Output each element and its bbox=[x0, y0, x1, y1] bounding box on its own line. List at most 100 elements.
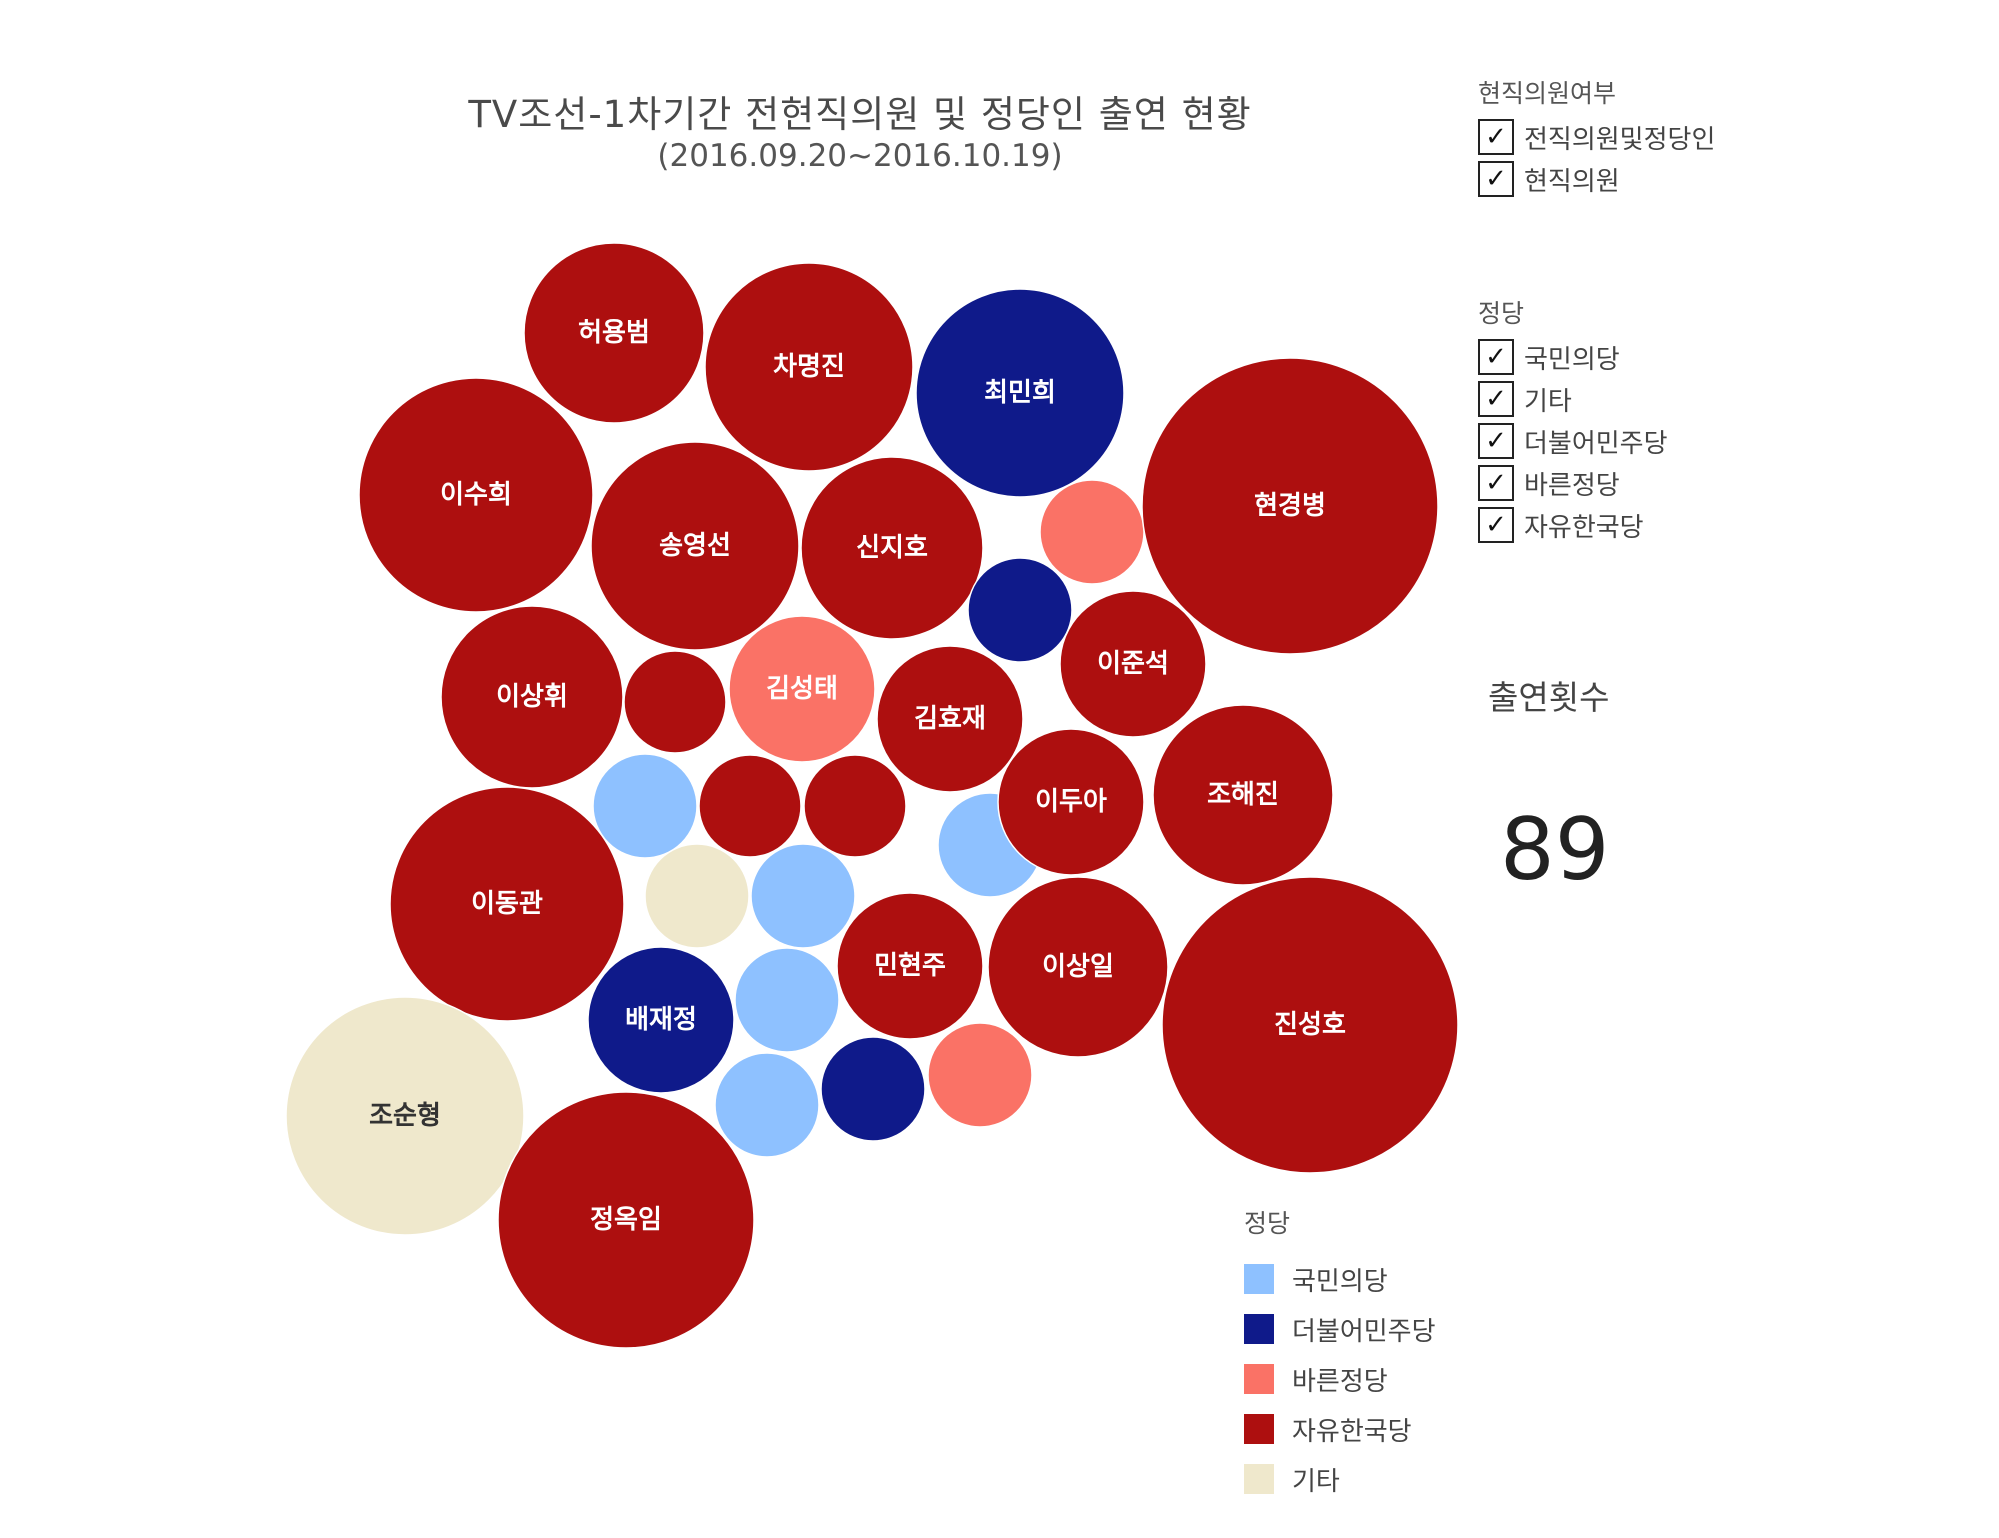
legend-swatch-people bbox=[1244, 1264, 1274, 1294]
chart-title: TV조선-1차기간 전현직의원 및 정당인 출연 현황 bbox=[468, 93, 1252, 136]
bubble-circle[interactable] bbox=[836, 892, 984, 1040]
bubble-circle[interactable] bbox=[592, 753, 698, 859]
checkbox-former[interactable]: ✓ bbox=[1478, 119, 1514, 155]
bubble-circle[interactable] bbox=[967, 557, 1073, 663]
bubble-21[interactable] bbox=[644, 843, 750, 949]
bubble-circle[interactable] bbox=[698, 754, 802, 858]
bubble-label: 현경병 bbox=[1254, 491, 1326, 521]
filter-item-liberty-korea[interactable]: ✓ 자유한국당 bbox=[1478, 504, 1668, 546]
bubble-김성태[interactable]: 김성태 bbox=[728, 615, 876, 763]
bubble-배재정[interactable]: 배재정 bbox=[587, 946, 735, 1094]
bubble-circle[interactable] bbox=[987, 876, 1169, 1058]
bubble-label: 조순형 bbox=[369, 1101, 441, 1131]
bubble-이두아[interactable]: 이두아 bbox=[997, 728, 1145, 876]
bubble-label: 정옥임 bbox=[590, 1205, 662, 1235]
bubble-label: 조해진 bbox=[1207, 780, 1279, 810]
bubble-circle[interactable] bbox=[285, 996, 525, 1236]
filter-item-current[interactable]: ✓ 현직의원 bbox=[1478, 158, 1715, 200]
filter-item-former[interactable]: ✓ 전직의원및정당인 bbox=[1478, 116, 1715, 158]
bubble-label: 배재정 bbox=[625, 1005, 697, 1035]
bubble-circle[interactable] bbox=[590, 441, 800, 651]
bubble-circle[interactable] bbox=[728, 615, 876, 763]
legend-swatch-liberty-korea bbox=[1244, 1414, 1274, 1444]
chart-subtitle: (2016.09.20~2016.10.19) bbox=[657, 138, 1063, 174]
bubble-label: 송영선 bbox=[659, 531, 731, 561]
bubble-조순형[interactable]: 조순형 bbox=[285, 996, 525, 1236]
bubble-6[interactable] bbox=[1039, 479, 1145, 585]
bubble-circle[interactable] bbox=[1141, 357, 1439, 655]
bubble-circle[interactable] bbox=[915, 288, 1125, 498]
bubble-8[interactable] bbox=[967, 557, 1073, 663]
filter-item-people[interactable]: ✓ 국민의당 bbox=[1478, 336, 1668, 378]
bubble-circle[interactable] bbox=[623, 650, 727, 754]
bubble-차명진[interactable]: 차명진 bbox=[704, 262, 914, 472]
bubble-14[interactable] bbox=[592, 753, 698, 859]
checkbox-liberty-korea[interactable]: ✓ bbox=[1478, 507, 1514, 543]
bubble-circle[interactable] bbox=[1059, 590, 1207, 738]
bubble-김효재[interactable]: 김효재 bbox=[876, 645, 1024, 793]
bubble-정옥임[interactable]: 정옥임 bbox=[497, 1091, 755, 1349]
filter-label-people: 국민의당 bbox=[1524, 344, 1620, 375]
bubble-30[interactable] bbox=[820, 1036, 926, 1142]
bubble-label: 이상휘 bbox=[496, 682, 568, 712]
legend-item-liberty-korea: 자유한국당 bbox=[1244, 1404, 1436, 1454]
bubble-민현주[interactable]: 민현주 bbox=[836, 892, 984, 1040]
bubble-circle[interactable] bbox=[1152, 704, 1334, 886]
bubble-circle[interactable] bbox=[1039, 479, 1145, 585]
bubble-22[interactable] bbox=[750, 843, 856, 949]
bubble-29[interactable] bbox=[714, 1052, 820, 1158]
filter-item-bareun[interactable]: ✓ 바른정당 bbox=[1478, 462, 1668, 504]
bubble-이상휘[interactable]: 이상휘 bbox=[440, 605, 624, 789]
bubble-circle[interactable] bbox=[997, 728, 1145, 876]
checkbox-people[interactable]: ✓ bbox=[1478, 339, 1514, 375]
bubble-조해진[interactable]: 조해진 bbox=[1152, 704, 1334, 886]
bubble-송영선[interactable]: 송영선 bbox=[590, 441, 800, 651]
bubble-이상일[interactable]: 이상일 bbox=[987, 876, 1169, 1058]
legend-label-liberty-korea: 자유한국당 bbox=[1292, 1416, 1412, 1447]
legend-label-democratic: 더불어민주당 bbox=[1292, 1316, 1436, 1347]
bubble-circle[interactable] bbox=[876, 645, 1024, 793]
bubble-현경병[interactable]: 현경병 bbox=[1141, 357, 1439, 655]
bubble-circle[interactable] bbox=[644, 843, 750, 949]
bubble-27[interactable] bbox=[734, 947, 840, 1053]
bubble-label: 김성태 bbox=[766, 674, 838, 704]
checkbox-democratic[interactable]: ✓ bbox=[1478, 423, 1514, 459]
bubble-circle[interactable] bbox=[523, 242, 705, 424]
bubble-31[interactable] bbox=[927, 1022, 1033, 1128]
checkbox-current[interactable]: ✓ bbox=[1478, 161, 1514, 197]
filter-item-democratic[interactable]: ✓ 더불어민주당 bbox=[1478, 420, 1668, 462]
bubble-15[interactable] bbox=[698, 754, 802, 858]
bubble-10[interactable] bbox=[623, 650, 727, 754]
bubble-label: 차명진 bbox=[773, 352, 845, 382]
bubble-circle[interactable] bbox=[587, 946, 735, 1094]
bubble-신지호[interactable]: 신지호 bbox=[800, 456, 984, 640]
bubble-circle[interactable] bbox=[750, 843, 856, 949]
legend-item-people: 국민의당 bbox=[1244, 1254, 1436, 1304]
bubble-circle[interactable] bbox=[389, 786, 625, 1022]
bubble-circle[interactable] bbox=[704, 262, 914, 472]
filter-item-other[interactable]: ✓ 기타 bbox=[1478, 378, 1668, 420]
bubble-진성호[interactable]: 진성호 bbox=[1161, 876, 1459, 1174]
bubble-circle[interactable] bbox=[440, 605, 624, 789]
bubble-이동관[interactable]: 이동관 bbox=[389, 786, 625, 1022]
checkbox-bareun[interactable]: ✓ bbox=[1478, 465, 1514, 501]
bubble-label: 진성호 bbox=[1274, 1010, 1346, 1040]
legend-swatch-other bbox=[1244, 1464, 1274, 1494]
bubble-circle[interactable] bbox=[803, 754, 907, 858]
checkbox-other[interactable]: ✓ bbox=[1478, 381, 1514, 417]
bubble-circle[interactable] bbox=[497, 1091, 755, 1349]
bubble-circle[interactable] bbox=[800, 456, 984, 640]
bubble-최민희[interactable]: 최민희 bbox=[915, 288, 1125, 498]
bubble-16[interactable] bbox=[803, 754, 907, 858]
bubble-circle[interactable] bbox=[820, 1036, 926, 1142]
bubble-circle[interactable] bbox=[358, 377, 594, 613]
bubble-이수희[interactable]: 이수희 bbox=[358, 377, 594, 613]
incumbent-filter: 현직의원여부 ✓ 전직의원및정당인 ✓ 현직의원 bbox=[1478, 74, 1715, 200]
bubble-circle[interactable] bbox=[734, 947, 840, 1053]
bubble-허용범[interactable]: 허용범 bbox=[523, 242, 705, 424]
bubble-circle[interactable] bbox=[714, 1052, 820, 1158]
bubble-이준석[interactable]: 이준석 bbox=[1059, 590, 1207, 738]
bubble-circle[interactable] bbox=[1161, 876, 1459, 1174]
bubble-circle[interactable] bbox=[927, 1022, 1033, 1128]
bubble-label: 김효재 bbox=[914, 704, 986, 734]
